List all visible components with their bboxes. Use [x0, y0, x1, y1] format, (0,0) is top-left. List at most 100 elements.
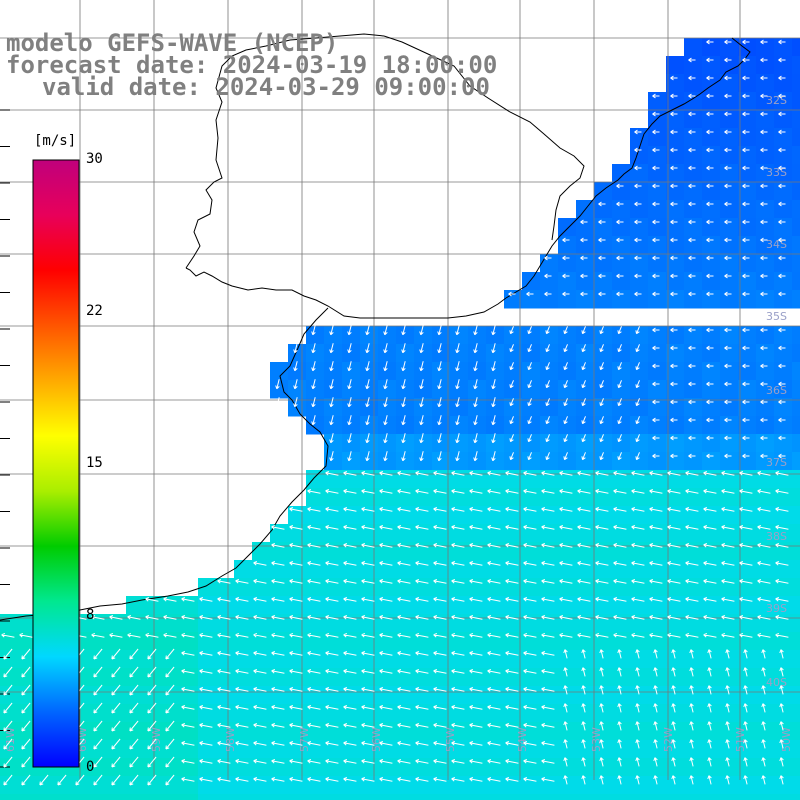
wind-arrow: [631, 561, 645, 566]
wind-cell: [378, 596, 397, 615]
wind-arrow: [724, 291, 732, 297]
wind-arrow: [361, 759, 375, 764]
wind-cell: [576, 416, 595, 435]
wind-cell: [774, 38, 793, 57]
wind-cell: [684, 506, 703, 525]
wind-cell: [396, 380, 415, 399]
wind-cell: [792, 290, 800, 309]
wind-arrow: [671, 685, 676, 695]
wind-cell: [504, 722, 523, 741]
wind-cell: [180, 614, 199, 633]
wind-arrow: [775, 633, 789, 638]
wind-cell: [648, 740, 667, 759]
wind-cell: [702, 218, 721, 237]
wind-arrow: [343, 561, 357, 566]
wind-cell: [144, 740, 163, 759]
wind-arrow: [455, 415, 460, 426]
wind-arrow: [671, 775, 676, 785]
wind-cell: [432, 686, 451, 705]
wind-cell: [216, 740, 235, 759]
wind-cell: [738, 506, 757, 525]
latitude-label: 36S: [766, 384, 787, 397]
wind-cell: [396, 776, 415, 795]
wind-arrow: [111, 720, 121, 732]
wind-arrow: [688, 75, 696, 81]
wind-arrow: [415, 759, 429, 764]
wind-arrow: [487, 597, 501, 602]
wind-arrow: [599, 703, 604, 713]
wind-arrow: [634, 183, 642, 189]
wind-arrow: [652, 255, 660, 261]
wind-arrow: [775, 579, 789, 584]
wind-cell: [576, 488, 595, 507]
wind-arrow: [289, 723, 303, 728]
wind-cell: [324, 524, 343, 543]
wind-arrow: [505, 489, 519, 494]
wind-arrow: [505, 633, 519, 638]
wind-cell: [648, 200, 667, 219]
wind-arrow: [235, 615, 249, 620]
wind-cell: [630, 794, 649, 800]
wind-arrow: [527, 380, 532, 389]
wind-cell: [504, 578, 523, 597]
wind-arrow: [271, 579, 285, 584]
wind-arrow: [307, 651, 321, 656]
wind-cell: [684, 794, 703, 800]
wind-arrow: [577, 579, 591, 584]
wind-arrow: [649, 525, 663, 530]
wind-cell: [666, 632, 685, 651]
wind-arrow: [491, 343, 496, 354]
wind-arrow: [379, 705, 393, 710]
longitude-label: 56W: [370, 727, 383, 752]
colorbar-tick-0: 0: [86, 759, 95, 775]
wind-arrow: [739, 561, 753, 566]
latitude-label: 33S: [766, 166, 787, 179]
wind-cell: [666, 272, 685, 291]
wind-arrow: [721, 507, 735, 512]
wind-cell: [648, 272, 667, 291]
wind-cell: [648, 488, 667, 507]
wind-cell: [486, 434, 505, 453]
wind-cell: [684, 254, 703, 273]
wind-cell: [684, 776, 703, 795]
wind-cell: [612, 272, 631, 291]
wind-cell: [720, 542, 739, 561]
wind-cell: [594, 740, 613, 759]
wind-arrow: [649, 597, 663, 602]
wind-cell: [702, 344, 721, 363]
wind-cell: [270, 722, 289, 741]
wind-arrow: [670, 345, 678, 351]
wind-arrow: [523, 741, 537, 746]
wind-arrow: [523, 471, 537, 476]
wind-arrow: [581, 721, 586, 731]
wind-arrow: [598, 237, 606, 243]
wind-cell: [756, 506, 775, 525]
wind-cell: [774, 416, 793, 435]
wind-arrow: [343, 759, 357, 764]
wind-cell: [594, 182, 613, 201]
wind-cell: [0, 686, 19, 705]
wind-arrow: [3, 774, 13, 786]
wind-cell: [468, 704, 487, 723]
wind-cell: [612, 416, 631, 435]
wind-arrow: [415, 471, 429, 476]
wind-arrow: [505, 705, 519, 710]
wind-arrow: [563, 452, 568, 461]
wind-cell: [774, 506, 793, 525]
wind-cell: [324, 344, 343, 363]
wind-cell: [792, 776, 800, 795]
wind-arrow: [667, 615, 681, 620]
wind-arrow: [757, 489, 771, 494]
wind-arrow: [742, 453, 750, 459]
wind-arrow: [595, 633, 609, 638]
wind-arrow: [289, 705, 303, 710]
wind-cell: [468, 722, 487, 741]
wind-arrow: [469, 669, 483, 674]
valid-date: valid date: 2024-03-29 09:00:00: [42, 73, 490, 101]
wind-cell: [306, 470, 325, 489]
wind-cell: [306, 614, 325, 633]
wind-cell: [252, 650, 271, 669]
coastline-north: [505, 37, 751, 299]
wind-arrow: [361, 489, 375, 494]
wind-arrow: [617, 685, 622, 695]
